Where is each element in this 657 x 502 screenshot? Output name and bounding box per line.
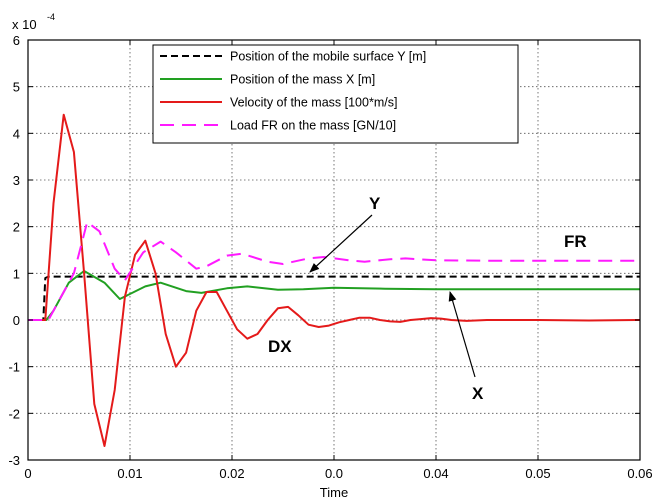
x-tick-label: 0.01: [117, 466, 142, 481]
legend-box: [152, 44, 519, 144]
y-tick-label: 2: [13, 220, 20, 235]
annotation-y-arrow: [309, 214, 373, 273]
y-tick-label: 4: [13, 126, 20, 141]
legend-label-dx: Velocity of the mass [100*m/s]: [230, 96, 397, 110]
legend-items: Position of the mobile surface Y [m] Posi…: [160, 50, 426, 133]
annotation-y: Y: [369, 194, 381, 213]
ticks: 0 0.01 0.02 0.0 0.04 0.05 0.06 -3 -2 -1 0 1 2 3 4 5 6: [8, 33, 652, 481]
y-tick-label: 6: [13, 33, 20, 48]
y-multiplier-label: x 10: [12, 17, 37, 32]
y-tick-label: 3: [13, 173, 20, 188]
x-tick-label: 0.02: [219, 466, 244, 481]
series-line-fr: [28, 221, 640, 321]
series-line-dx: [28, 113, 640, 447]
y-tick-label: -2: [8, 406, 20, 421]
y-tick-label: 1: [13, 266, 20, 281]
annotations: Y FR DX X: [268, 194, 587, 403]
annotation-x-arrow: [448, 291, 476, 378]
annotation-fr: FR: [564, 232, 587, 251]
legend-label-fr: Load FR on the mass [GN/10]: [230, 119, 396, 133]
legend-label-y: Position of the mobile surface Y [m]: [230, 50, 426, 64]
x-axis-label: Time: [320, 485, 348, 500]
series-line-x: [28, 270, 640, 321]
y-tick-label: 0: [13, 313, 20, 328]
annotation-dx: DX: [268, 337, 292, 356]
y-multiplier-exponent: -4: [47, 12, 55, 22]
y-tick-label: -1: [8, 360, 20, 375]
x-tick-label: 0.0: [325, 466, 343, 481]
x-tick-label: 0: [24, 466, 31, 481]
legend-label-x: Position of the mass X [m]: [230, 73, 375, 87]
series-layer: [28, 113, 640, 447]
annotation-x: X: [472, 384, 484, 403]
y-tick-label: 5: [13, 80, 20, 95]
x-tick-label: 0.05: [525, 466, 550, 481]
x-tick-label: 0.06: [627, 466, 652, 481]
legend: Position of the mobile surface Y [m] Posi…: [152, 44, 519, 144]
y-tick-label: -3: [8, 453, 20, 468]
x-tick-label: 0.04: [423, 466, 448, 481]
series-line-y: [28, 275, 640, 321]
